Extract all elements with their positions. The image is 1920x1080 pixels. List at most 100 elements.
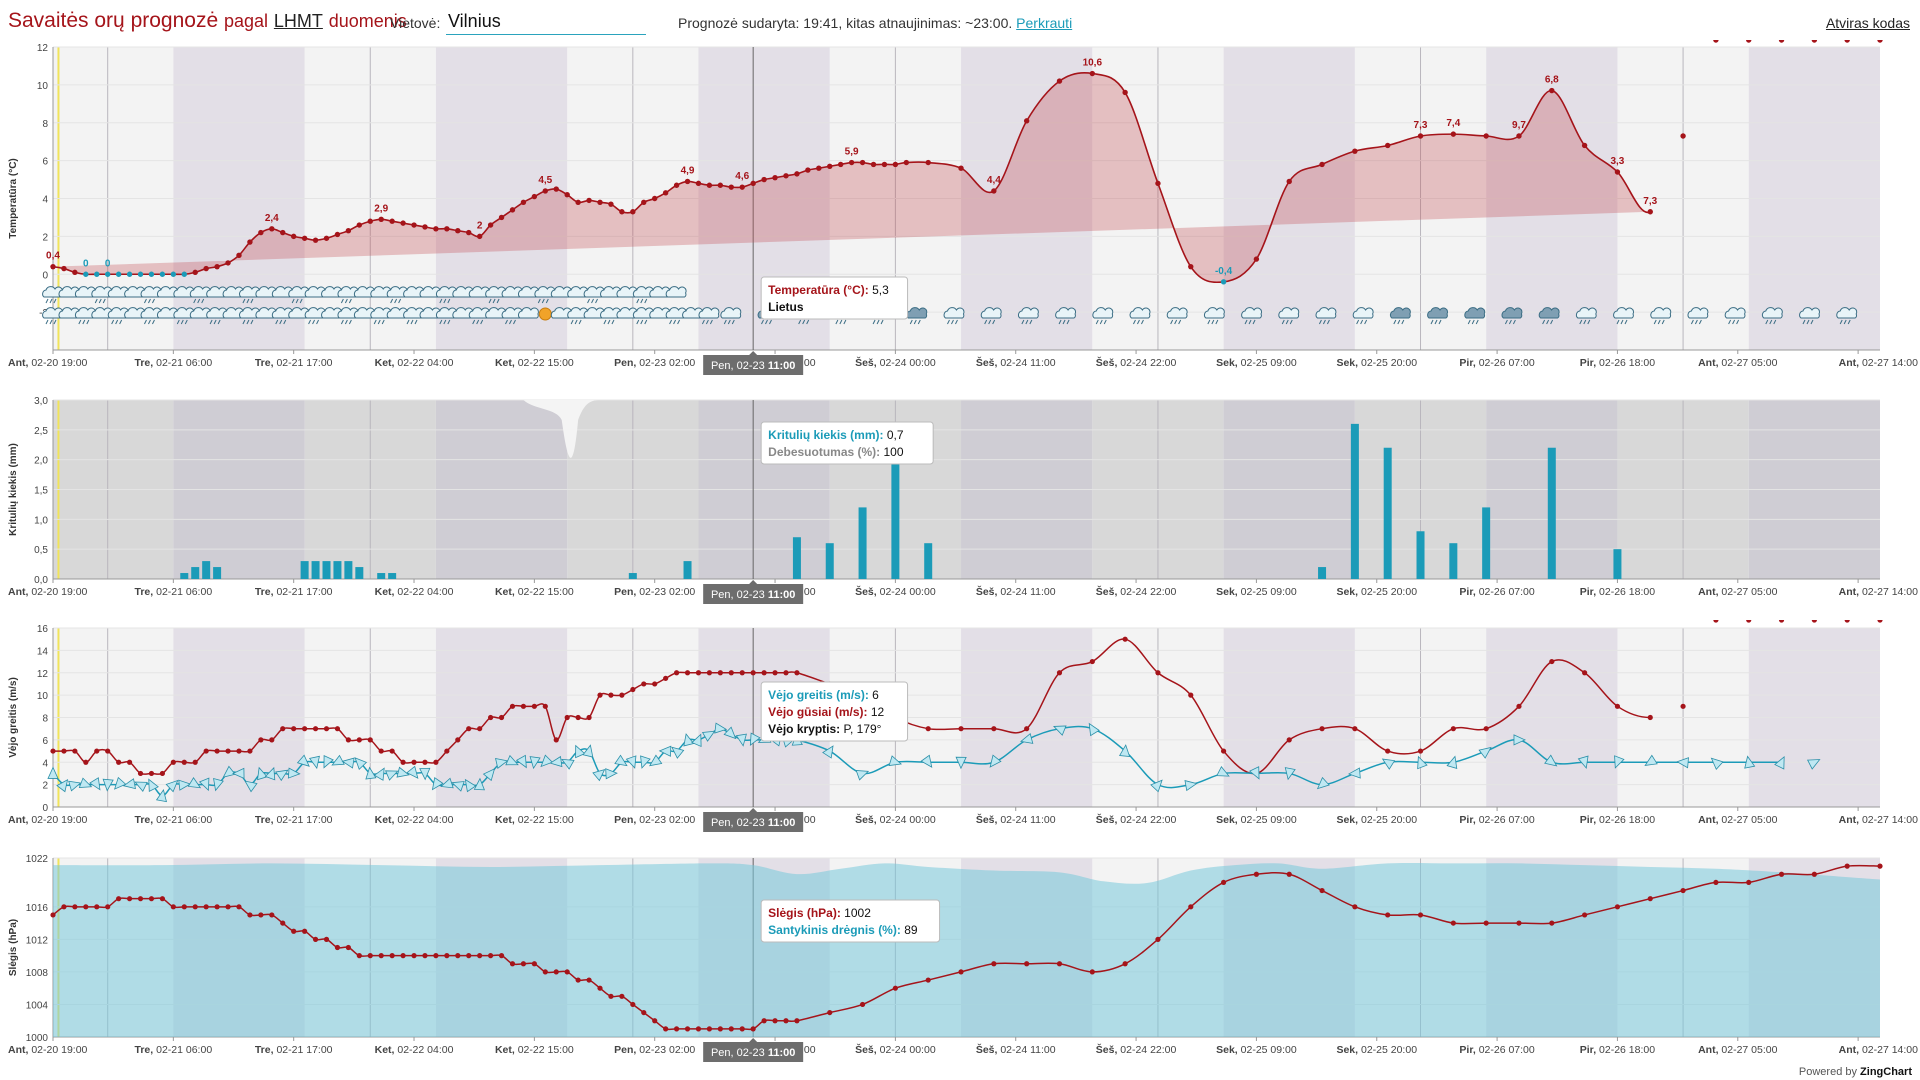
tooltip-box [760, 681, 909, 742]
pressure-point [302, 928, 308, 934]
wind-direction-arrow [1019, 733, 1034, 744]
wind-direction-arrow [89, 777, 101, 791]
rain-drop [1843, 319, 1847, 325]
rain-drop [1732, 319, 1736, 325]
rain-drop [636, 319, 640, 325]
x-tick-day: Tre, [255, 357, 277, 369]
x-tick-label: Ant, 02-20 19:00 [8, 814, 88, 826]
cloud-shape [1315, 307, 1337, 319]
wind-direction-arrow [419, 767, 431, 781]
wind-direction-arrow [68, 780, 82, 792]
temperature-value-label: 2 [477, 220, 483, 231]
temperature-point [389, 218, 395, 224]
wind-direction-arrow [134, 781, 148, 793]
wind-gust-point [378, 748, 384, 754]
x-tick-day: Ant, [1698, 586, 1721, 598]
wind-gust-point [1811, 620, 1817, 623]
rain-drop [574, 319, 578, 325]
x-tick-date: 02-26 07:00 [1479, 814, 1535, 826]
rain-drop [541, 298, 545, 304]
rain-drop [1806, 319, 1810, 325]
y-tick-label: 3,0 [34, 396, 48, 407]
rain-drop [644, 298, 648, 304]
cloud-shape [1092, 307, 1114, 319]
temperature-point [695, 180, 702, 187]
reload-link[interactable]: Perkrauti [1016, 15, 1073, 31]
x-tick-date: 02-21 17:00 [276, 357, 332, 369]
temperature-point [1417, 133, 1424, 139]
wind-gust-point [312, 726, 319, 732]
rain-drop [1542, 319, 1546, 325]
tooltip-label: Slėgis (hPa): [768, 906, 841, 920]
wind-direction-arrow [1676, 757, 1689, 769]
rain-drop [1434, 319, 1438, 325]
pressure-point [323, 936, 330, 942]
temperature-point [83, 271, 89, 277]
open-source-link[interactable]: Atviras kodas [1825, 15, 1910, 31]
rain-cloud-icon [1687, 307, 1709, 325]
temperature-point [761, 176, 767, 183]
rain-drop [988, 319, 992, 325]
rain-drop [197, 298, 201, 304]
crosshair-label-text: Pen, 02-23 11:00 [711, 360, 795, 372]
rain-drop [1657, 319, 1661, 325]
wind-gust-point [126, 759, 133, 765]
pressure-point [225, 904, 231, 910]
y-tick-label: 4 [42, 758, 48, 769]
rain-drop [1360, 319, 1364, 325]
plot-background [53, 399, 1880, 580]
wind-gust-point [684, 670, 691, 676]
wind-chart[interactable]: 0 2 4 6 8 10 12 14 16 Vėjo greitis (m/s) Ant, 02-2… [0, 620, 1920, 840]
x-tick-date: 02-24 22:00 [1120, 586, 1176, 598]
rain-drop [45, 298, 49, 304]
rain-drop [344, 319, 348, 325]
x-tick-date: 02-26 18:00 [1599, 814, 1655, 826]
x-tick-label: Tre, 02-21 17:00 [255, 357, 333, 369]
pressure-point [783, 1018, 789, 1024]
x-tick-label: Sek, 02-25 20:00 [1336, 1044, 1417, 1056]
x-tick-day: Ant, [1839, 1044, 1862, 1056]
pressure-point [400, 953, 406, 959]
precipitation-chart[interactable]: 0,0 0,5 1,0 1,5 2,0 2,5 3,0 Kritulių kiekis (mm… [0, 392, 1920, 610]
x-tick-day: Pen, [614, 814, 639, 826]
wind-direction-arrow [464, 778, 477, 793]
pressure-point [488, 953, 494, 959]
wind-direction-arrow [341, 757, 355, 769]
wind-direction-arrow [955, 756, 967, 770]
x-tick-day: Pir, [1580, 1044, 1599, 1056]
rain-drop [1141, 319, 1144, 325]
rain-drop [843, 319, 847, 325]
page-title: Savaitės orų prognozė pagal LHMT duomeni… [8, 9, 407, 33]
pressure-point [137, 896, 144, 902]
location-input[interactable] [446, 8, 646, 35]
rain-cloud-icon [1650, 307, 1672, 325]
rain-cloud-icon [1166, 307, 1188, 325]
rain-drop [308, 319, 312, 325]
crosshair-time: 11:00 [768, 1047, 796, 1059]
y-tick-label: 1000 [26, 1033, 49, 1044]
x-tick-label: Ant, 02-27 05:00 [1698, 814, 1778, 826]
pressure-point [520, 961, 527, 967]
temperature-chart[interactable]: -2024681012Temperatūra (°C)Ant, 02-20 19… [0, 40, 1920, 378]
rain-drop [644, 319, 648, 325]
wind-gust-point [586, 714, 592, 721]
x-tick-date: 02-22 04:00 [397, 1044, 453, 1056]
rain-cloud-icon [1389, 307, 1411, 325]
rain-drop [1624, 319, 1628, 325]
wind-direction-arrow [989, 754, 1002, 768]
pressure-point [1549, 920, 1555, 926]
x-tick-day: Šeš, [1096, 356, 1121, 369]
wind-gust-point [94, 748, 100, 754]
wind-gust-point [214, 748, 220, 754]
crosshair-label: Pen, 02-23 11:00 [703, 580, 804, 604]
rain-drop [505, 319, 508, 325]
x-tick-label: Pen, 02-23 02:00 [614, 357, 695, 369]
pressure-point [192, 904, 198, 910]
x-tick-label: Šeš, 02-24 00:00 [855, 356, 936, 369]
wind-gust-point [641, 681, 647, 687]
powered-by[interactable]: Powered by ZingChart [1799, 1066, 1912, 1078]
pressure-chart[interactable]: 1000 1004 1008 1012 1016 1022 Slėgis (hPa) Ant,… [0, 850, 1920, 1070]
pressure-point [531, 961, 537, 967]
wind-direction-arrow [56, 779, 69, 793]
temperature-point [630, 209, 636, 215]
